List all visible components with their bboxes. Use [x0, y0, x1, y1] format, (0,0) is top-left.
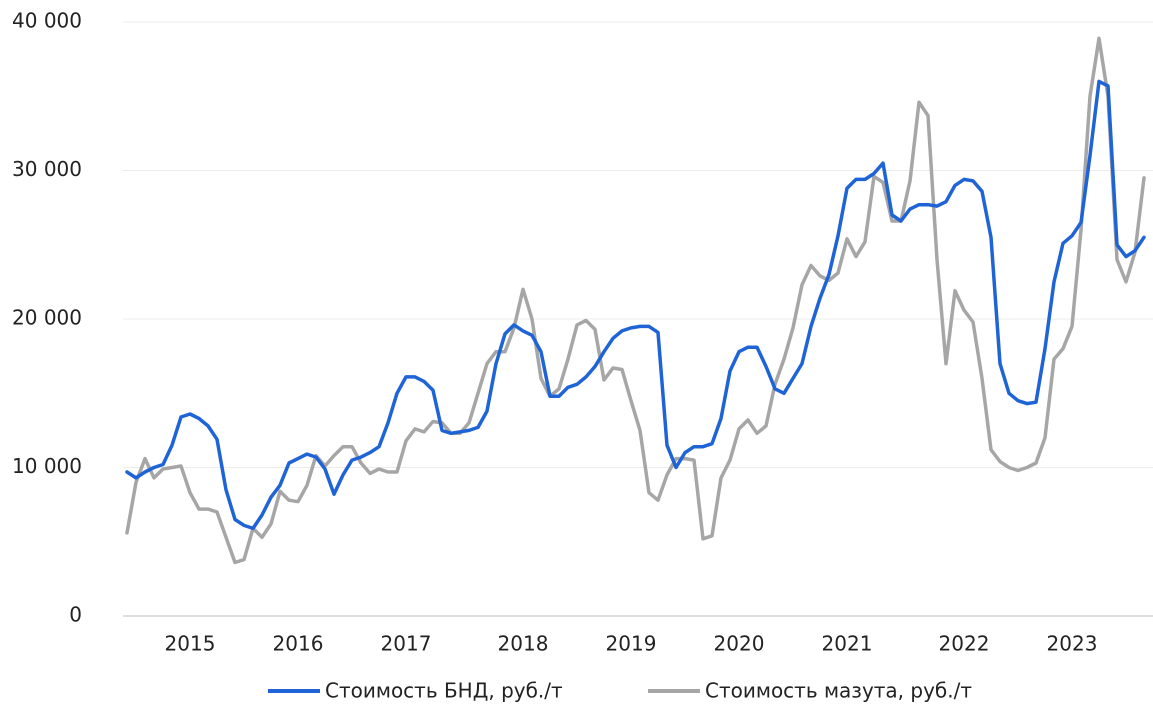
x-tick-label: 2016 — [273, 632, 324, 656]
x-tick-label: 2015 — [165, 632, 216, 656]
y-tick-label: 0 — [69, 603, 82, 627]
y-tick-label: 40 000 — [12, 9, 82, 33]
y-tick-label: 30 000 — [12, 157, 82, 181]
plot-area — [125, 36, 1146, 565]
legend-label: Стоимость БНД, руб./т — [325, 679, 563, 703]
x-tick-label: 2022 — [939, 632, 990, 656]
y-tick-label: 20 000 — [12, 306, 82, 330]
x-tick-label: 2021 — [822, 632, 873, 656]
series-line — [125, 79, 1146, 531]
x-tick-label: 2019 — [606, 632, 657, 656]
x-tick-label: 2023 — [1047, 632, 1098, 656]
series-line — [125, 36, 1146, 565]
legend-label: Стоимость мазута, руб./т — [705, 679, 972, 703]
x-tick-label: 2020 — [714, 632, 765, 656]
x-tick-label: 2018 — [498, 632, 549, 656]
y-tick-label: 10 000 — [12, 454, 82, 478]
x-tick-label: 2017 — [381, 632, 432, 656]
